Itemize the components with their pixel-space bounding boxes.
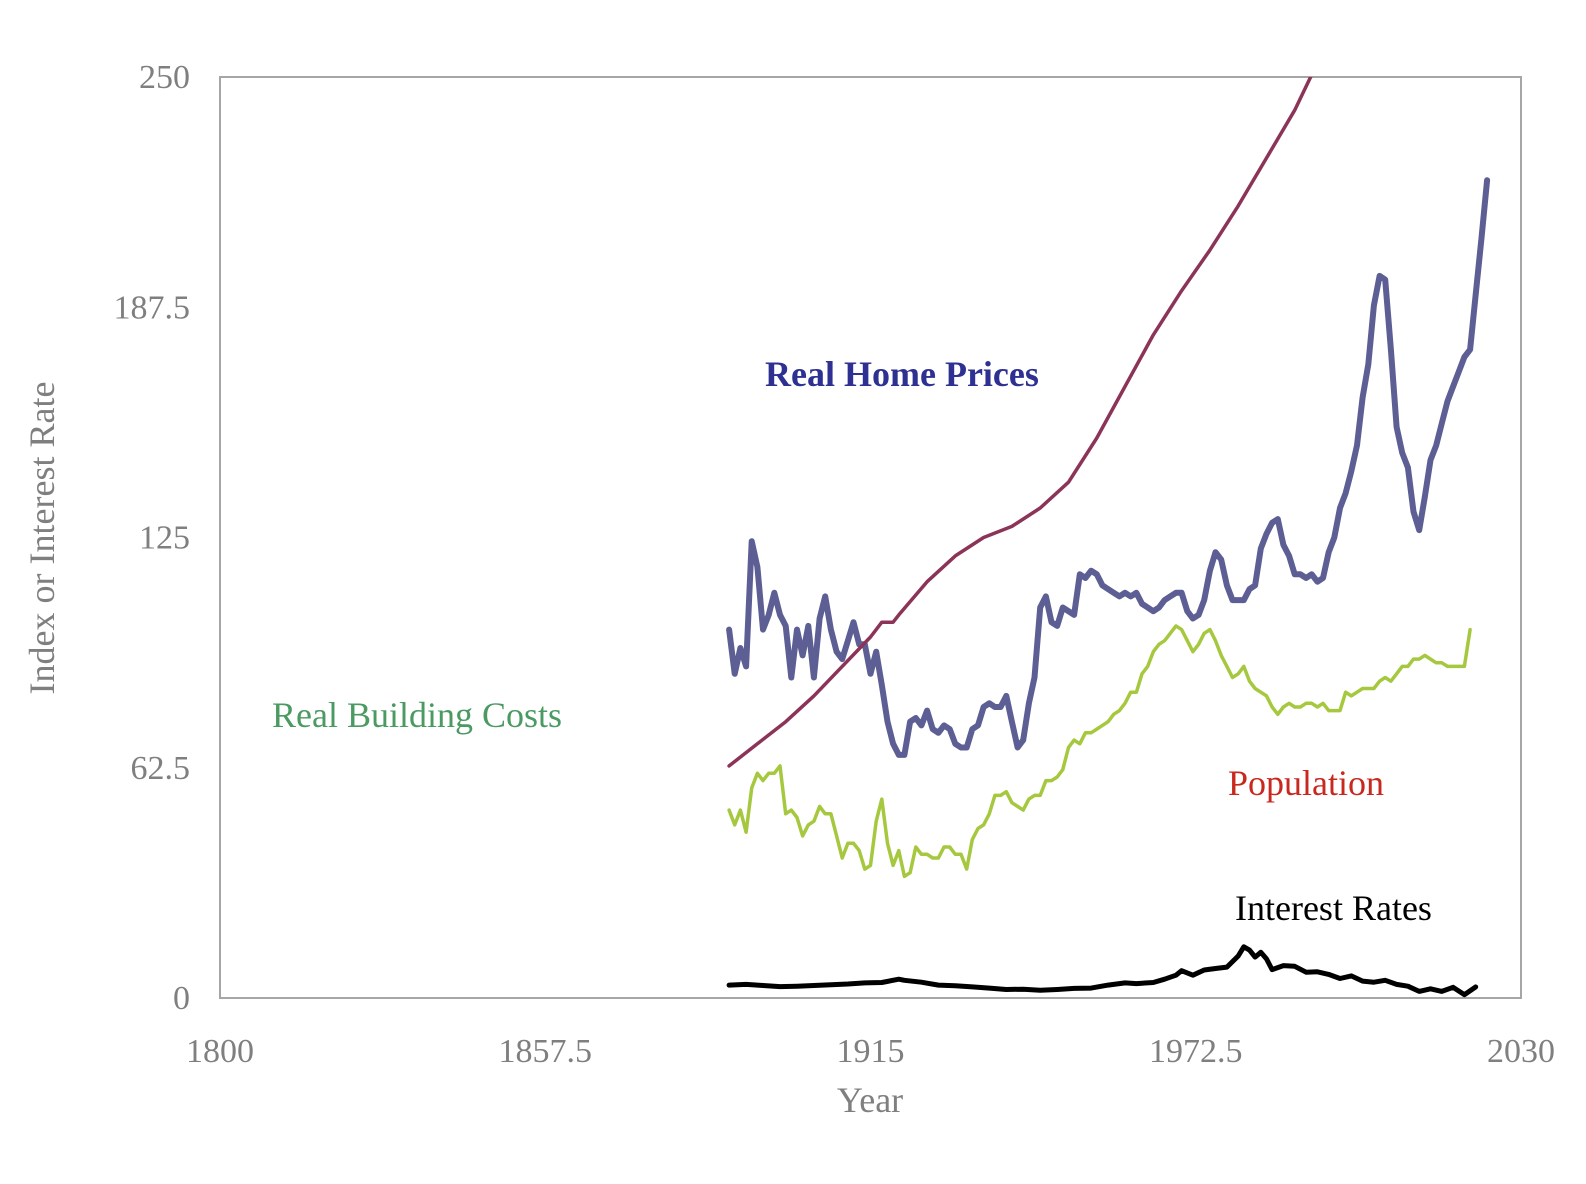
x-tick-label: 1800 xyxy=(186,1033,254,1070)
y-tick-label: 187.5 xyxy=(114,289,191,326)
x-tick-label: 2030 xyxy=(1487,1033,1555,1070)
series-line-population xyxy=(727,77,1313,768)
x-axis-title: Year xyxy=(837,1080,903,1120)
plot-frame xyxy=(219,76,1522,999)
y-axis-ticks: 0 62.5 125 187.5 250 xyxy=(114,59,191,1017)
series-label-population: Population xyxy=(1228,763,1384,803)
y-tick-label: 250 xyxy=(139,59,190,96)
series-label-interest-rates: Interest Rates xyxy=(1235,888,1432,928)
series-label-building-costs: Real Building Costs xyxy=(272,695,562,735)
series-label-home-prices: Real Home Prices xyxy=(765,354,1039,394)
series-line-interest-rates xyxy=(726,944,1479,998)
y-tick-label: 125 xyxy=(139,520,190,557)
y-axis-title: Index or Interest Rate xyxy=(22,382,62,695)
x-tick-label: 1972.5 xyxy=(1149,1033,1243,1070)
y-tick-label: 62.5 xyxy=(131,750,191,787)
x-tick-label: 1915 xyxy=(837,1033,905,1070)
y-tick-label: 0 xyxy=(173,980,190,1017)
series-layer xyxy=(726,77,1491,998)
annotation-layer: Real Home Prices Real Building Costs Popul… xyxy=(272,354,1432,928)
series-line-building-costs xyxy=(727,624,1472,879)
series-line-home-prices xyxy=(726,177,1491,758)
x-axis-ticks: 1800 1857.5 1915 1972.5 2030 xyxy=(186,1033,1555,1070)
x-tick-label: 1857.5 xyxy=(499,1033,593,1070)
